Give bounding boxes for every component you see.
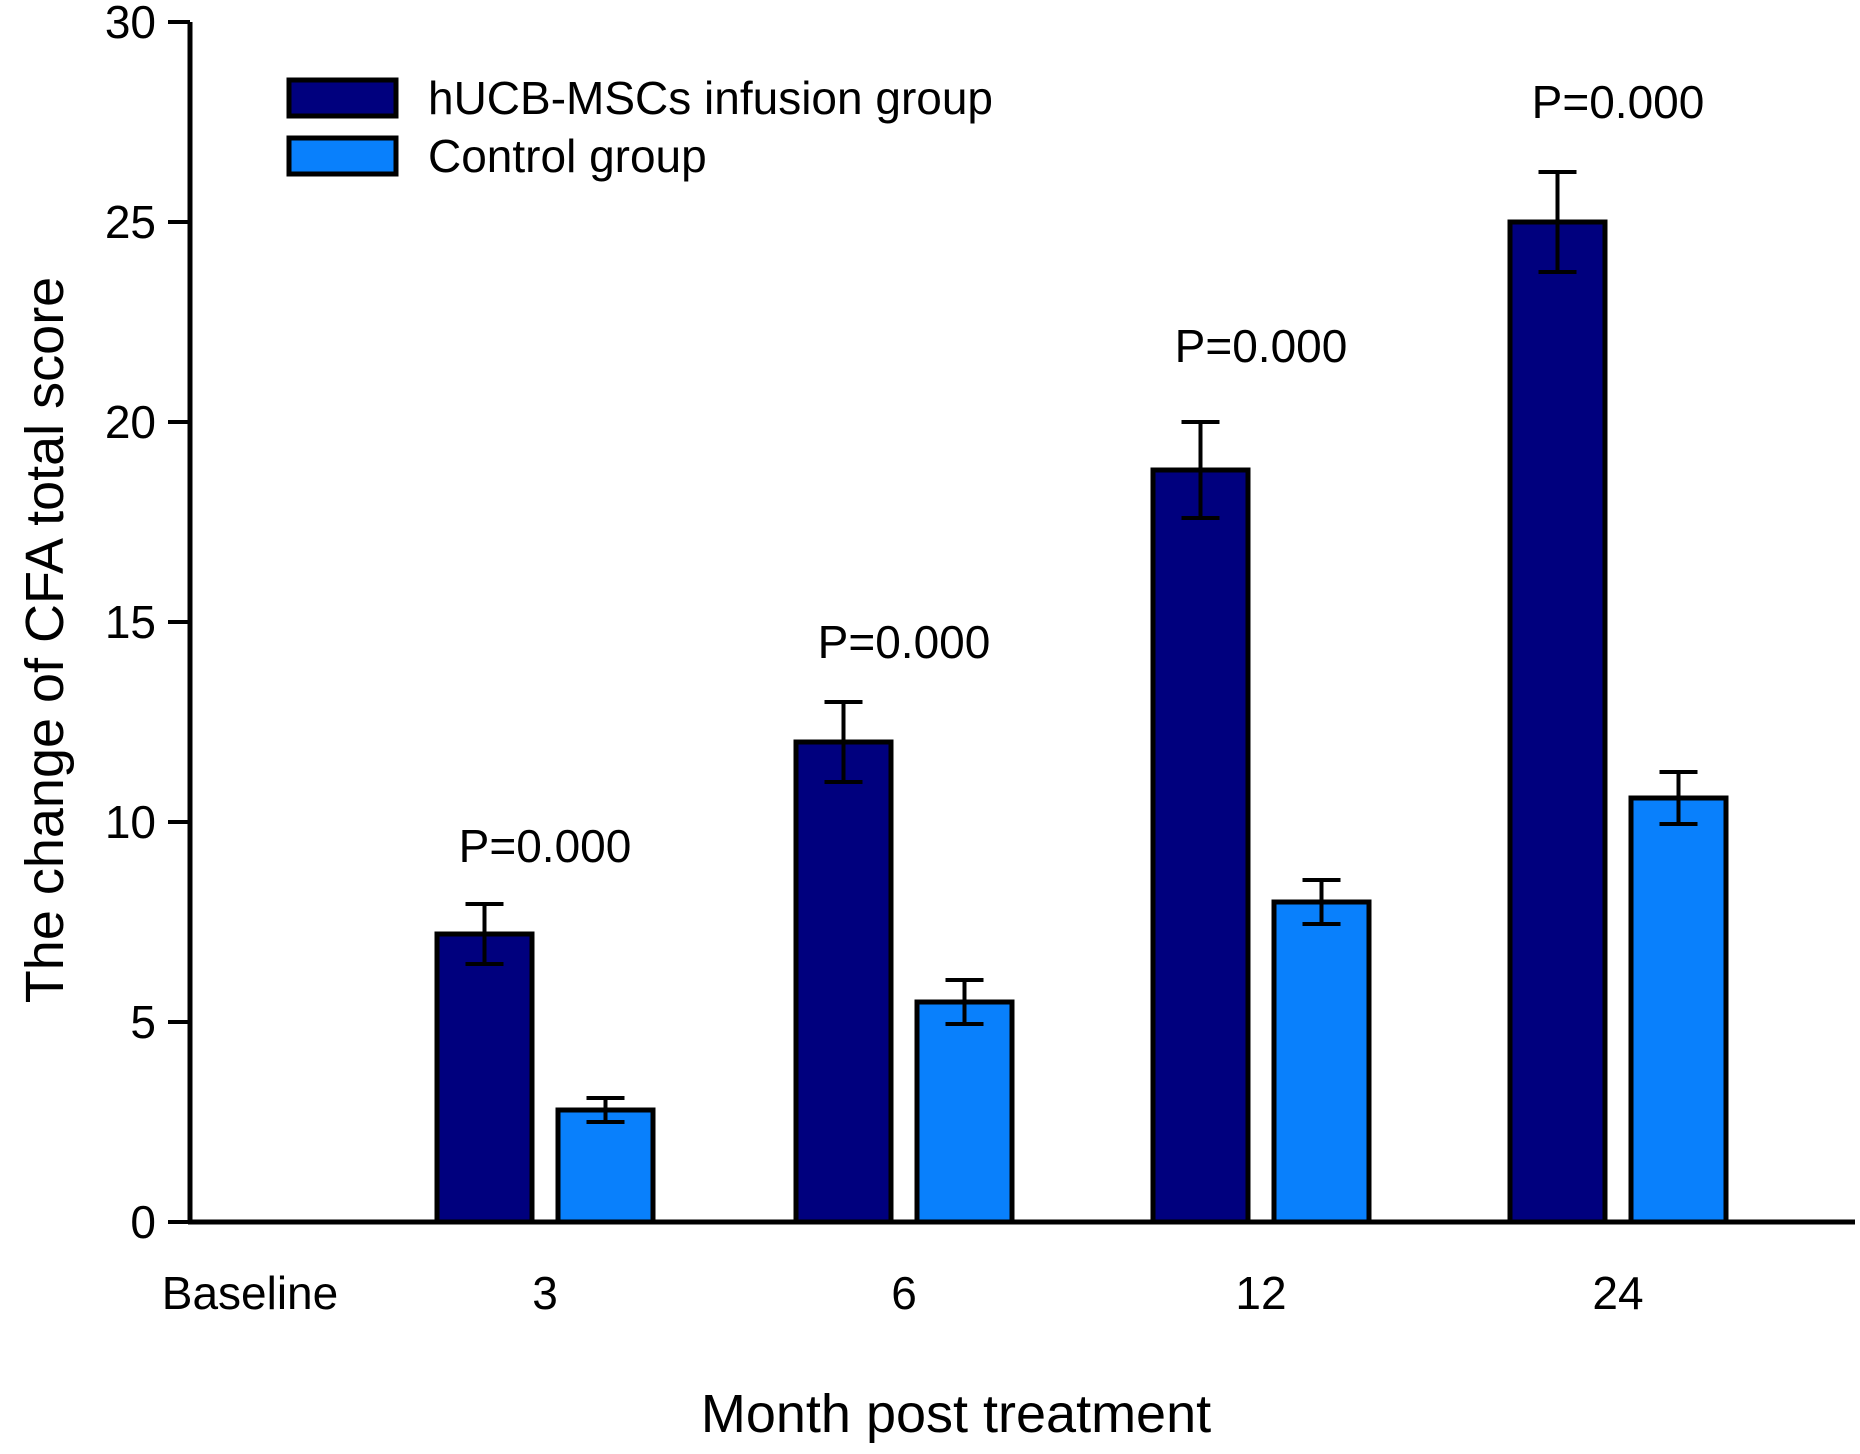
bar-control-12 — [1271, 899, 1372, 1225]
p-value-label: P=0.000 — [818, 616, 991, 668]
y-tick-label: 5 — [130, 996, 156, 1048]
x-tick-label: 24 — [1592, 1267, 1643, 1319]
x-tick-label: 12 — [1235, 1267, 1286, 1319]
p-value-label: P=0.000 — [1532, 76, 1705, 128]
y-axis-title: The change of CFA total score — [15, 277, 75, 1003]
bar-infusion-6 — [793, 739, 894, 1225]
legend-label-1: Control group — [428, 130, 707, 182]
y-tick-label: 20 — [105, 396, 156, 448]
y-tick-label: 25 — [105, 196, 156, 248]
bar-infusion-12 — [1150, 467, 1251, 1225]
p-value-label: P=0.000 — [459, 820, 632, 872]
x-tick-label: 3 — [532, 1267, 558, 1319]
y-tick-label: 10 — [105, 796, 156, 848]
bar-infusion-24 — [1507, 219, 1608, 1225]
bar-control-3 — [555, 1107, 656, 1225]
bar-control-6 — [914, 999, 1015, 1225]
y-tick-label: 15 — [105, 596, 156, 648]
legend-swatch-0 — [286, 77, 399, 119]
p-value-label: P=0.000 — [1175, 320, 1348, 372]
legend-swatch-1 — [286, 135, 399, 177]
y-tick-label: 30 — [105, 0, 156, 48]
bar-control-24 — [1628, 795, 1729, 1225]
x-tick-label: Baseline — [162, 1267, 338, 1319]
x-tick-label: 6 — [891, 1267, 917, 1319]
x-axis-title: Month post treatment — [701, 1384, 1211, 1444]
legend-label-0: hUCB-MSCs infusion group — [428, 72, 993, 124]
bar-infusion-3 — [434, 931, 535, 1225]
y-tick-label: 0 — [130, 1196, 156, 1248]
